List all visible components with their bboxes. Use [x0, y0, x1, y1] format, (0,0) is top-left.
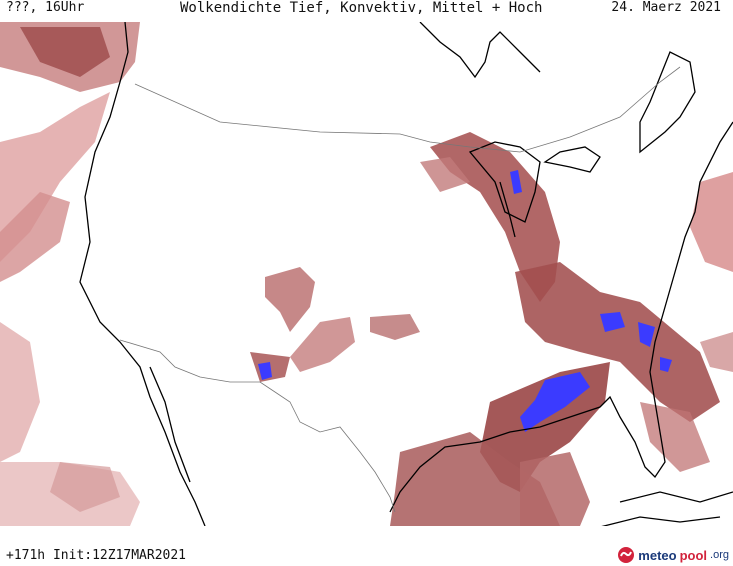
logo-text-tld: .org: [710, 549, 729, 561]
cloud-density-map: [0, 21, 733, 528]
cloud-layer: [0, 22, 733, 526]
header-bar: ???, 16Uhr Wolkendichte Tief, Konvektiv,…: [0, 0, 733, 22]
coastline-layer: [79, 21, 733, 528]
border-layer: [119, 66, 681, 513]
meteopool-logo[interactable]: meteo pool .org: [617, 546, 729, 564]
logo-text-meteo: meteo: [638, 547, 677, 563]
map-title: Wolkendichte Tief, Konvektiv, Mittel + H…: [180, 0, 543, 16]
location-time-label: ???, 16Uhr: [6, 0, 85, 15]
forecast-date: 24. Maerz 2021: [611, 0, 721, 15]
logo-text-pool: pool: [679, 547, 708, 563]
meteopool-logo-icon: [618, 547, 635, 563]
weather-map: [0, 21, 733, 528]
run-info-label: +171h Init:12Z17MAR2021: [6, 548, 187, 563]
footer-bar: +171h Init:12Z17MAR2021 meteo pool .org: [0, 526, 733, 566]
